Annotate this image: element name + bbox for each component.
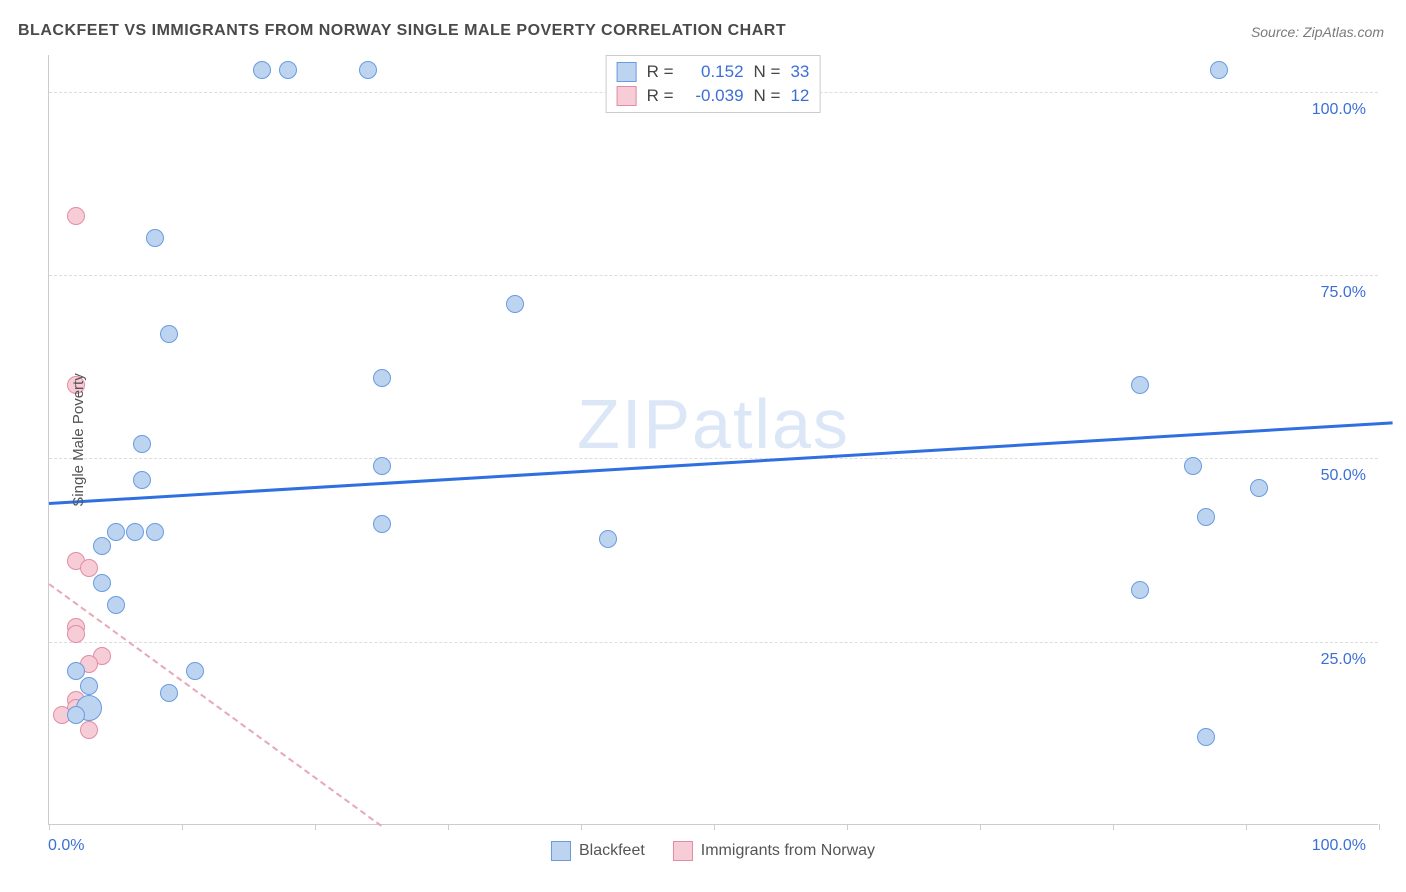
data-point: [1197, 728, 1215, 746]
x-tick: [1246, 824, 1247, 830]
legend-series-label-1: Immigrants from Norway: [701, 842, 875, 860]
legend-row: R = 0.152 N = 33: [617, 60, 810, 84]
y-tick-label: 25.0%: [1321, 651, 1366, 669]
data-point: [1210, 61, 1228, 79]
data-point: [67, 625, 85, 643]
chart-title: BLACKFEET VS IMMIGRANTS FROM NORWAY SING…: [18, 22, 786, 40]
data-point: [107, 523, 125, 541]
x-tick: [448, 824, 449, 830]
y-tick-label: 75.0%: [1321, 284, 1366, 302]
data-point: [373, 515, 391, 533]
data-point: [279, 61, 297, 79]
data-point: [146, 523, 164, 541]
legend-N-value-1: 12: [790, 84, 809, 108]
data-point: [67, 662, 85, 680]
data-point: [67, 706, 85, 724]
data-point: [160, 325, 178, 343]
data-point: [373, 457, 391, 475]
data-point: [80, 559, 98, 577]
legend-R-label: R =: [647, 60, 674, 84]
data-point: [1197, 508, 1215, 526]
data-point: [1131, 376, 1149, 394]
data-point: [373, 369, 391, 387]
data-point: [160, 684, 178, 702]
data-point: [1184, 457, 1202, 475]
data-point: [599, 530, 617, 548]
gridline: [49, 642, 1378, 643]
x-tick: [714, 824, 715, 830]
legend-N-label: N =: [754, 84, 781, 108]
y-axis-title: Single Male Poverty: [70, 373, 87, 506]
data-point: [133, 471, 151, 489]
data-point: [359, 61, 377, 79]
gridline: [49, 275, 1378, 276]
legend-item: Blackfeet: [551, 841, 645, 861]
x-tick: [182, 824, 183, 830]
legend-series: Blackfeet Immigrants from Norway: [551, 841, 875, 861]
data-point: [93, 574, 111, 592]
legend-item: Immigrants from Norway: [673, 841, 875, 861]
data-point: [1250, 479, 1268, 497]
y-tick-label: 50.0%: [1321, 467, 1366, 485]
plot-area: ZIPatlas 25.0% 50.0% 75.0% 100.0%: [48, 55, 1378, 825]
gridline: [49, 458, 1378, 459]
legend-R-value-0: 0.152: [684, 60, 744, 84]
swatch-series-0-b: [551, 841, 571, 861]
x-tick: [315, 824, 316, 830]
x-tick: [980, 824, 981, 830]
plot-container: ZIPatlas 25.0% 50.0% 75.0% 100.0% Single Ma…: [48, 55, 1378, 825]
swatch-series-0: [617, 62, 637, 82]
x-tick: [581, 824, 582, 830]
legend-N-value-0: 33: [790, 60, 809, 84]
x-tick: [1379, 824, 1380, 830]
y-tick-label: 100.0%: [1312, 101, 1366, 119]
x-axis-label-min: 0.0%: [48, 837, 84, 855]
legend-correlation: R = 0.152 N = 33 R = -0.039 N = 12: [606, 55, 821, 113]
swatch-series-1: [617, 86, 637, 106]
data-point: [133, 435, 151, 453]
legend-R-label: R =: [647, 84, 674, 108]
data-point: [93, 537, 111, 555]
data-point: [253, 61, 271, 79]
data-point: [186, 662, 204, 680]
swatch-series-1-b: [673, 841, 693, 861]
x-tick: [49, 824, 50, 830]
data-point: [506, 295, 524, 313]
data-point: [80, 677, 98, 695]
x-tick: [1113, 824, 1114, 830]
legend-N-label: N =: [754, 60, 781, 84]
data-point: [1131, 581, 1149, 599]
data-point: [80, 721, 98, 739]
legend-R-value-1: -0.039: [684, 84, 744, 108]
x-axis-label-max: 100.0%: [1312, 837, 1366, 855]
data-point: [146, 229, 164, 247]
x-tick: [847, 824, 848, 830]
data-point: [67, 207, 85, 225]
legend-series-label-0: Blackfeet: [579, 842, 645, 860]
data-point: [126, 523, 144, 541]
source-label: Source: ZipAtlas.com: [1251, 24, 1384, 40]
watermark: ZIPatlas: [577, 384, 850, 464]
data-point: [107, 596, 125, 614]
legend-row: R = -0.039 N = 12: [617, 84, 810, 108]
